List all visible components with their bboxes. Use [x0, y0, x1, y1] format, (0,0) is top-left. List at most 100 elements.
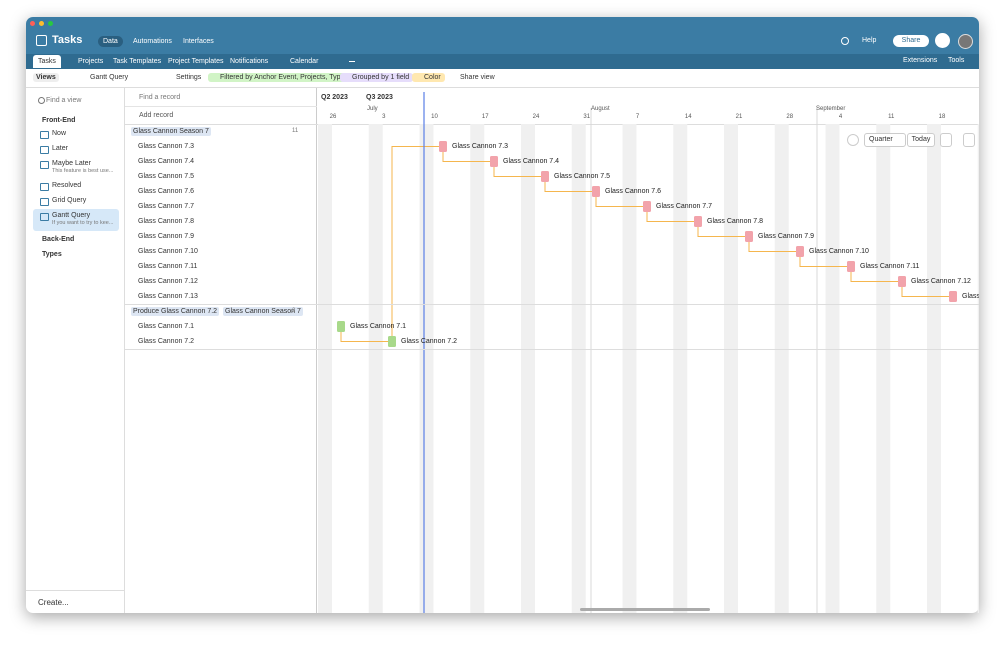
record-name[interactable]: Glass Cannon 7.3: [138, 142, 195, 150]
section-header[interactable]: Front-End: [42, 117, 76, 124]
task-bar: [541, 171, 549, 182]
day-label: 4: [838, 114, 843, 120]
bar-label: Glass Cannon 7.6: [605, 187, 662, 195]
grid-border: [316, 88, 317, 613]
view-name[interactable]: Gantt Query: [90, 74, 129, 81]
section-header[interactable]: Back-End: [42, 236, 75, 243]
record-search[interactable]: Find a record: [139, 94, 181, 101]
day-label: 18: [938, 114, 946, 120]
today-button[interactable]: Today: [907, 133, 935, 147]
month-label: September: [816, 106, 846, 112]
nav-item[interactable]: Automations: [133, 38, 172, 45]
weekend-band: [774, 124, 789, 613]
bar-label: Glass Cannon 7.8: [707, 217, 764, 225]
window-control[interactable]: [48, 21, 53, 26]
group-label: Produce Glass Cannon 7.2: [131, 307, 220, 316]
record-name[interactable]: Glass Cannon 7.2: [138, 337, 195, 345]
record-name[interactable]: Glass Cannon 7.12: [138, 277, 198, 285]
view-item[interactable]: Maybe Later: [52, 160, 91, 167]
weekend-band: [927, 124, 941, 613]
record-name[interactable]: Glass Cannon 7.8: [138, 217, 195, 225]
notifications[interactable]: [935, 33, 950, 48]
nav-arrow[interactable]: [963, 133, 975, 147]
nav-arrow[interactable]: [940, 133, 952, 147]
history-icon[interactable]: [841, 37, 849, 45]
bar-label: Glass Cannon 7.13: [962, 292, 979, 300]
color-chip[interactable]: Color: [412, 73, 445, 82]
settings[interactable]: Settings: [176, 74, 202, 81]
tab[interactable]: Calendar: [290, 58, 319, 65]
create[interactable]: Create...: [38, 598, 69, 607]
dependency: [340, 332, 388, 342]
record-name[interactable]: Glass Cannon 7.4: [138, 157, 195, 165]
view-search[interactable]: Find a view: [46, 97, 82, 104]
dependency: [748, 242, 796, 252]
tab-right[interactable]: Tools: [948, 57, 965, 64]
tab[interactable]: Task Templates: [113, 58, 162, 65]
dependency: [595, 197, 643, 207]
avatar[interactable]: [958, 34, 973, 49]
record-name[interactable]: Glass Cannon 7.5: [138, 172, 195, 180]
tab[interactable]: Projects: [78, 58, 104, 65]
zoom-reset[interactable]: [847, 134, 859, 146]
add-tab[interactable]: [349, 61, 355, 62]
share-view[interactable]: Share view: [460, 74, 495, 81]
tab[interactable]: Tasks: [33, 55, 61, 68]
app-title[interactable]: Tasks: [52, 34, 83, 46]
record-name[interactable]: Glass Cannon 7.6: [138, 187, 195, 195]
day-label: 10: [431, 114, 438, 120]
group-count: 2: [292, 308, 296, 314]
record-name[interactable]: Glass Cannon 7.13: [138, 292, 198, 300]
app-icon: [36, 35, 47, 46]
task-bar: [643, 201, 651, 212]
record-name[interactable]: Glass Cannon 7.1: [138, 322, 195, 330]
tab[interactable]: Notifications: [230, 58, 269, 65]
day-label: 28: [786, 114, 794, 120]
nav-item[interactable]: Interfaces: [183, 38, 214, 45]
group-separator: [125, 349, 979, 350]
record-name[interactable]: Glass Cannon 7.9: [138, 232, 195, 240]
add-record[interactable]: Add record: [139, 112, 174, 119]
record-name[interactable]: Glass Cannon 7.10: [138, 247, 198, 255]
zoom-select[interactable]: Quarter: [864, 133, 906, 147]
group-chip[interactable]: Grouped by 1 field: [340, 73, 414, 82]
tab-right[interactable]: Extensions: [903, 57, 938, 64]
view-item[interactable]: Gantt Query: [52, 212, 91, 219]
section-header[interactable]: Types: [42, 251, 62, 258]
weekend-band: [622, 124, 637, 613]
weekend-band: [318, 124, 332, 613]
dependency: [901, 287, 949, 297]
scrollbar[interactable]: [580, 608, 710, 611]
nav-item[interactable]: Data: [98, 36, 123, 47]
window-control[interactable]: [30, 21, 35, 26]
day-label: 11: [888, 114, 895, 120]
group-label: Glass Cannon Season 7: [223, 307, 303, 316]
task-bar: [439, 141, 447, 152]
view-item[interactable]: Later: [52, 145, 68, 152]
quarter-label: Q3 2023: [366, 94, 393, 101]
help[interactable]: Help: [862, 37, 877, 44]
filter-chip[interactable]: Filtered by Anchor Event, Projects, Type: [208, 73, 349, 82]
views-button[interactable]: Views: [33, 73, 59, 82]
bar-label: Glass Cannon 7.9: [758, 232, 815, 240]
view-item[interactable]: Resolved: [52, 182, 82, 189]
view-icon: [40, 183, 49, 191]
bar-label: Glass Cannon 7.3: [452, 142, 509, 150]
day-label: 31: [583, 114, 591, 120]
day-label: 24: [532, 114, 540, 120]
bar-label: Glass Cannon 7.2: [401, 337, 458, 345]
record-name[interactable]: Glass Cannon 7.11: [138, 262, 198, 270]
gantt: 26 3 10 17 24 31 7 14 21 28 4 11 18 Q2 2023 Q3 2023 Jul…: [317, 88, 979, 613]
dependency: [442, 152, 490, 162]
share-button[interactable]: Share: [893, 35, 929, 47]
tab[interactable]: Project Templates: [168, 58, 224, 65]
window-control[interactable]: [39, 21, 44, 26]
record-name[interactable]: Glass Cannon 7.7: [138, 202, 195, 210]
view-item[interactable]: Now: [52, 130, 67, 137]
view-item[interactable]: Grid Query: [52, 197, 87, 204]
weekend-band: [825, 124, 840, 613]
day-label: 14: [684, 114, 692, 120]
day-label: 21: [735, 114, 743, 120]
dependency: [697, 227, 745, 237]
